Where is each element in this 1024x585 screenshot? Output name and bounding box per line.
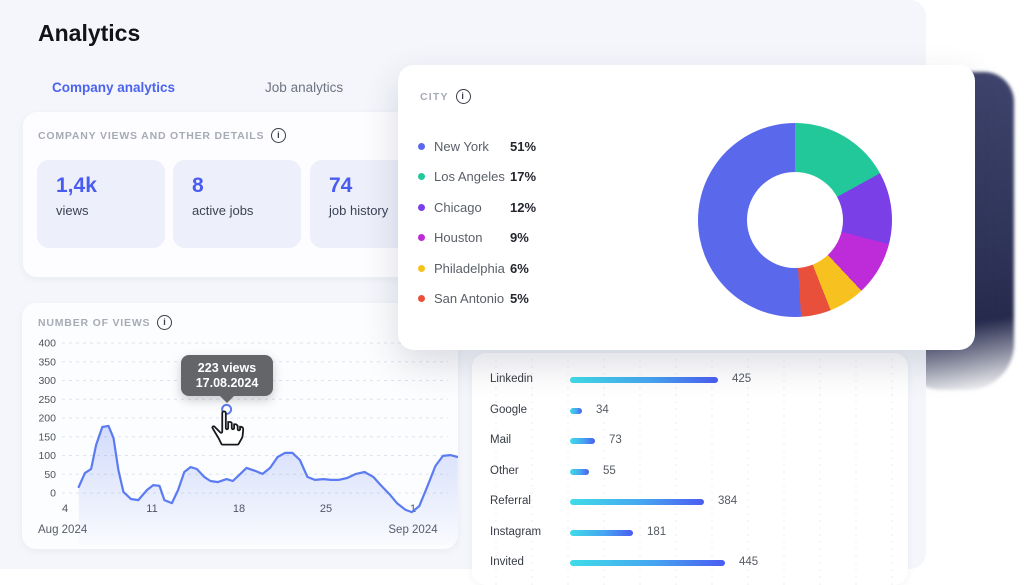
x-tick-label: 1 bbox=[410, 503, 416, 515]
bar-label: Mail bbox=[490, 434, 512, 446]
stat-value: 1,4k bbox=[56, 174, 97, 197]
stat-tile-views: 1,4k views bbox=[37, 160, 165, 248]
legend-dot-icon bbox=[418, 203, 425, 211]
info-icon[interactable] bbox=[157, 315, 173, 330]
legend-value: 17% bbox=[510, 169, 537, 184]
city-card-header: CITY bbox=[420, 89, 471, 104]
legend-dot-icon bbox=[418, 264, 425, 272]
bar-value: 34 bbox=[596, 403, 609, 416]
bar-row[interactable]: Linkedin 425 bbox=[472, 371, 908, 387]
legend-value: 5% bbox=[510, 291, 529, 306]
hand-pointer-cursor bbox=[211, 410, 245, 446]
stat-tile-active-jobs: 8 active jobs bbox=[173, 160, 301, 248]
stats-card-header: COMPANY VIEWS AND OTHER DETAILS bbox=[38, 128, 287, 143]
legend-item[interactable]: Houston 9% bbox=[418, 230, 529, 246]
y-tick-label: 150 bbox=[38, 431, 56, 443]
bar-value: 181 bbox=[647, 525, 667, 538]
stat-label: active jobs bbox=[192, 203, 254, 218]
bar-label: Referral bbox=[490, 495, 531, 507]
info-icon[interactable] bbox=[271, 128, 287, 143]
y-tick-label: 300 bbox=[38, 375, 56, 387]
legend-item[interactable]: San Antonio 5% bbox=[418, 291, 529, 307]
line-path bbox=[77, 424, 458, 514]
city-card: CITY New York 51% Los Angeles 17% Chicago 12%… bbox=[398, 65, 975, 350]
bar-label: Linkedin bbox=[490, 373, 533, 385]
bar bbox=[570, 499, 704, 505]
bar-value: 384 bbox=[718, 495, 738, 507]
legend-item[interactable]: Chicago 12% bbox=[418, 199, 536, 215]
y-tick-label: 250 bbox=[38, 394, 56, 406]
y-tick-label: 400 bbox=[38, 338, 56, 350]
legend-value: 6% bbox=[510, 260, 529, 276]
bar-value: 55 bbox=[603, 464, 616, 477]
bar-row[interactable]: Referral 384 bbox=[472, 493, 908, 509]
stat-label: job history bbox=[329, 203, 389, 218]
y-tick-label: 100 bbox=[38, 450, 56, 462]
bar-chart-gridlines bbox=[495, 359, 893, 585]
bar bbox=[570, 438, 595, 444]
views-line-chart: 40035030025020015010050041118251Aug 2024… bbox=[38, 338, 458, 545]
info-icon[interactable] bbox=[455, 89, 471, 104]
bar-value: 445 bbox=[739, 556, 759, 568]
bar-row[interactable]: Mail 73 bbox=[472, 432, 908, 448]
legend-dot-icon bbox=[418, 295, 425, 302]
legend-label: New York bbox=[434, 138, 489, 154]
y-tick-label: 50 bbox=[44, 469, 56, 481]
chart-tooltip: 223 views 17.08.2024 bbox=[181, 355, 273, 403]
y-tick-label: 200 bbox=[38, 413, 56, 425]
legend-label: Los Angeles bbox=[434, 169, 505, 184]
legend-label: Houston bbox=[434, 230, 483, 245]
legend-item[interactable]: Los Angeles 17% bbox=[418, 169, 536, 185]
legend-value: 51% bbox=[510, 138, 537, 154]
tab-company-analytics[interactable]: Company analytics bbox=[52, 80, 176, 95]
bar bbox=[570, 560, 725, 566]
bar bbox=[570, 468, 589, 475]
legend-item[interactable]: New York 51% bbox=[418, 138, 536, 154]
y-tick-label: 0 bbox=[50, 488, 56, 500]
stat-label: views bbox=[56, 203, 89, 218]
bar-label: Invited bbox=[490, 556, 524, 568]
page-title: Analytics bbox=[38, 20, 141, 46]
legend-label: Philadelphia bbox=[434, 260, 505, 276]
legend-item[interactable]: Philadelphia 6% bbox=[418, 260, 529, 276]
y-tick-label: 350 bbox=[38, 356, 56, 368]
bar-label: Other bbox=[490, 464, 519, 477]
views-card-header: NUMBER OF VIEWS bbox=[38, 315, 173, 330]
city-card-title: CITY bbox=[420, 90, 449, 103]
legend-dot-icon bbox=[418, 142, 425, 150]
bar bbox=[570, 407, 582, 414]
legend-label: San Antonio bbox=[434, 291, 505, 306]
tab-job-analytics[interactable]: Job analytics bbox=[265, 80, 344, 95]
views-card-title: NUMBER OF VIEWS bbox=[38, 316, 151, 329]
legend-label: Chicago bbox=[434, 199, 482, 215]
bar bbox=[570, 377, 718, 383]
month-label: Aug 2024 bbox=[38, 524, 88, 536]
bar-row[interactable]: Instagram 181 bbox=[472, 524, 908, 540]
stat-value: 8 bbox=[192, 174, 204, 197]
bar-label: Google bbox=[490, 403, 528, 416]
legend-value: 9% bbox=[510, 230, 529, 245]
legend-value: 12% bbox=[510, 199, 537, 215]
bar-label: Instagram bbox=[490, 525, 542, 538]
bar-value: 73 bbox=[609, 434, 622, 446]
legend-dot-icon bbox=[418, 173, 425, 180]
tooltip-value: 223 views bbox=[197, 361, 257, 375]
tab-bar: Company analytics Job analytics bbox=[52, 80, 343, 95]
city-donut-chart bbox=[698, 123, 892, 317]
number-of-views-card: 40035030025020015010050041118251Aug 2024… bbox=[22, 303, 458, 549]
bar bbox=[570, 529, 633, 536]
tooltip-date: 17.08.2024 bbox=[195, 376, 259, 390]
stats-card-title: COMPANY VIEWS AND OTHER DETAILS bbox=[38, 129, 265, 142]
bar-row[interactable]: Google 34 bbox=[472, 402, 908, 418]
legend-dot-icon bbox=[418, 234, 425, 241]
stat-value: 74 bbox=[329, 174, 353, 197]
company-stats-card: COMPANY VIEWS AND OTHER DETAILS 1,4k vie… bbox=[23, 112, 438, 277]
bar-value: 425 bbox=[732, 373, 752, 385]
bar-row[interactable]: Invited 445 bbox=[472, 554, 908, 570]
bar-row[interactable]: Other 55 bbox=[472, 463, 908, 479]
sources-bar-card: Linkedin 425 Google 34 Mail 73 Other 55 Referral… bbox=[472, 353, 908, 585]
area-fill bbox=[78, 425, 458, 545]
x-tick-label: 4 bbox=[62, 503, 68, 515]
